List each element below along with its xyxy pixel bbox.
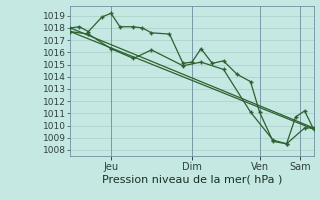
X-axis label: Pression niveau de la mer( hPa ): Pression niveau de la mer( hPa ) (102, 174, 282, 184)
